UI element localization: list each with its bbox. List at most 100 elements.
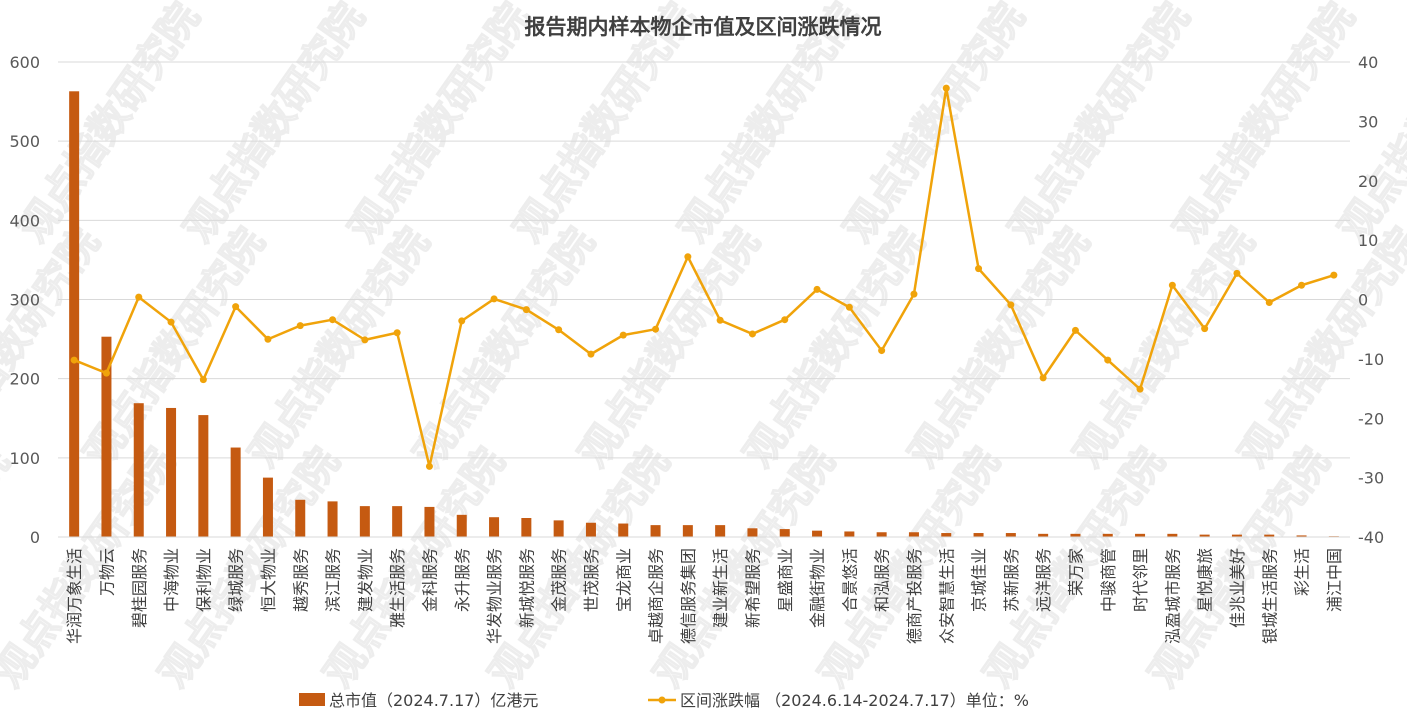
x-category-label: 德信服务集团	[679, 548, 698, 644]
x-category-label: 金科服务	[420, 548, 439, 612]
x-category-label: 浦江中国	[1325, 548, 1344, 612]
y-left-tick-label: 600	[9, 53, 40, 72]
x-category-label: 保利物业	[194, 548, 213, 612]
line-point	[975, 265, 983, 273]
y-right-tick-label: 40	[1358, 53, 1378, 72]
watermark-text: 观点指数研究院	[241, 220, 439, 476]
x-category-label: 宝龙商业	[614, 548, 633, 612]
x-category-label: 金茂服务	[550, 548, 569, 612]
line-point	[910, 290, 918, 298]
line-point	[716, 316, 724, 324]
x-category-label: 众安智慧生活	[937, 548, 956, 644]
x-category-label: 合景悠活	[840, 548, 859, 612]
bar	[1264, 534, 1275, 537]
legend-swatch-bar	[299, 693, 325, 706]
bar	[844, 531, 855, 537]
x-category-label: 建业新生活	[711, 548, 730, 628]
y-right-tick-label: 0	[1358, 291, 1368, 310]
bar	[618, 523, 629, 537]
x-category-label: 华润万象生活	[65, 548, 84, 644]
bar	[133, 403, 144, 537]
x-category-label: 彩生活	[1293, 548, 1312, 596]
line-point	[1298, 281, 1306, 289]
bar	[1199, 534, 1210, 537]
bar	[456, 514, 467, 537]
watermark-text: 观点指数研究院	[341, 0, 539, 251]
bar	[262, 477, 273, 537]
y-right-tick-label: -10	[1358, 350, 1384, 369]
chart-title: 报告期内样本物企市值及区间涨跌情况	[525, 15, 882, 39]
x-category-label: 恒大物业	[259, 548, 278, 612]
x-category-label: 远洋服务	[1034, 548, 1053, 612]
line-point	[813, 285, 821, 293]
bar	[650, 525, 661, 537]
x-category-label: 时代邻里	[1131, 548, 1150, 612]
x-category-label: 苏新服务	[1002, 548, 1021, 612]
line-point	[167, 318, 175, 326]
y-right-tick-label: 20	[1358, 172, 1378, 191]
y-left-tick-label: 400	[9, 211, 40, 230]
x-category-label: 星悦康旅	[1196, 548, 1215, 612]
bar	[553, 520, 564, 537]
x-category-label: 建发物业	[356, 548, 375, 612]
line-point	[748, 330, 756, 338]
bar	[585, 522, 596, 537]
x-category-label: 永升服务	[453, 548, 472, 612]
bar	[812, 530, 823, 537]
bar	[392, 506, 403, 537]
bar-series	[69, 91, 1339, 538]
watermark-text: 观点指数研究院	[901, 220, 1099, 476]
line-point	[555, 326, 563, 334]
line-point	[1136, 385, 1144, 393]
line-point	[1265, 298, 1273, 306]
y-left-tick-label: 0	[30, 528, 40, 547]
bar	[295, 499, 306, 537]
y-axis-right: -40 -30 -20 -10 0 10 20 30 40	[1358, 53, 1384, 547]
y-right-tick-label: -20	[1358, 409, 1384, 428]
y-left-tick-label: 100	[9, 449, 40, 468]
line-point	[425, 462, 433, 470]
watermark-text: 观点指数研究院	[1231, 220, 1407, 476]
bar	[682, 525, 693, 537]
legend-swatch-marker	[658, 696, 666, 704]
line-point	[781, 316, 789, 324]
x-category-label: 新希望服务	[743, 548, 762, 628]
line-point	[296, 322, 304, 330]
x-category-label: 卓越商企服务	[647, 548, 666, 644]
line-point	[1201, 325, 1209, 333]
line-point	[329, 316, 337, 324]
y-right-tick-label: -30	[1358, 469, 1384, 488]
bar	[779, 529, 790, 537]
x-category-label: 越秀服务	[291, 548, 310, 612]
line-point	[232, 303, 240, 311]
x-category-label: 绿城服务	[227, 548, 246, 612]
legend-label-line: 区间涨跌幅 （2024.6.14-2024.7.17）单位：%	[680, 691, 1029, 710]
line-point	[1007, 301, 1015, 309]
line-point	[619, 331, 627, 339]
x-category-label: 滨江服务	[324, 548, 343, 612]
legend-label-bar: 总市值（2024.7.17）亿港元	[329, 691, 538, 710]
x-category-label: 万物云	[97, 548, 116, 596]
line-point	[1168, 281, 1176, 289]
x-category-label: 雅生活服务	[388, 548, 407, 628]
line-point	[264, 335, 272, 343]
bar	[1102, 533, 1113, 537]
line-series	[70, 84, 1338, 470]
bar	[1135, 533, 1146, 537]
y-right-tick-label: 30	[1358, 112, 1378, 131]
x-category-label: 佳兆业美好	[1228, 548, 1247, 628]
x-category-label: 华发物业服务	[485, 548, 504, 644]
bar	[198, 415, 209, 537]
line-point	[878, 347, 886, 355]
bar	[1070, 533, 1081, 537]
x-category-label: 中骏商管	[1099, 548, 1118, 612]
watermark-text: 观点指数研究院	[736, 220, 934, 476]
x-category-label: 星盛商业	[776, 548, 795, 612]
bar	[941, 533, 952, 537]
bar	[327, 501, 338, 537]
x-category-label: 德商产投服务	[905, 548, 924, 644]
bar	[1296, 535, 1307, 537]
y-left-tick-label: 500	[9, 132, 40, 151]
bar	[489, 517, 500, 537]
watermark-text: 观点指数研究院	[176, 0, 374, 251]
